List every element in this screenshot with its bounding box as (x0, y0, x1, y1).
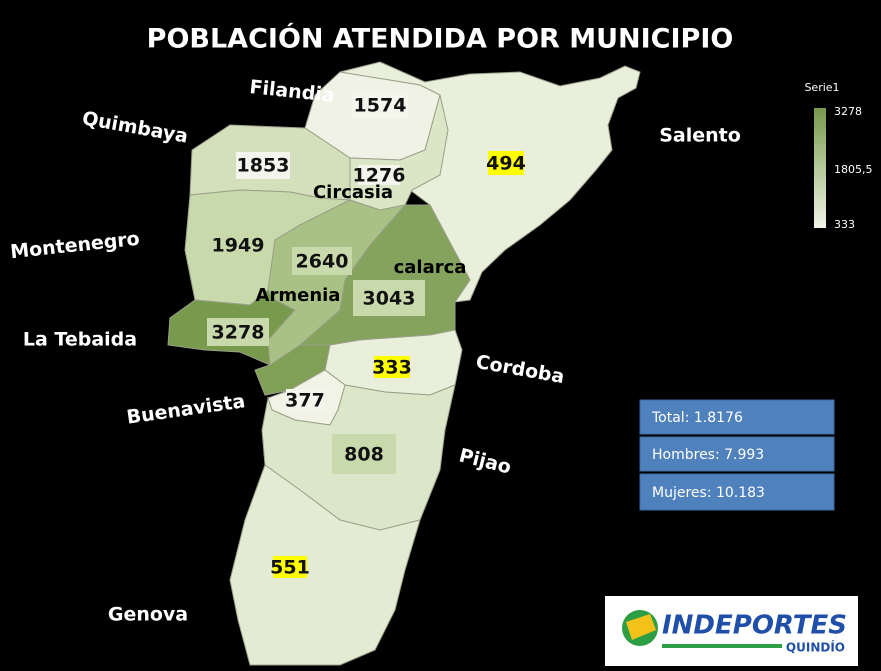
value: 551 (270, 557, 310, 579)
name: La Tebaida (23, 329, 137, 351)
value: 3278 (212, 322, 265, 344)
stat-box (639, 473, 835, 511)
stat: Mujeres: 10.183 (652, 485, 765, 501)
value: 333 (372, 357, 412, 379)
value: 1949 (212, 235, 265, 257)
region-genova (229, 464, 421, 666)
value-box (374, 356, 410, 378)
value-box (358, 165, 400, 185)
logo-subtext: QUINDÍO (786, 640, 845, 655)
value: 2640 (296, 251, 349, 273)
name: Salento (659, 125, 741, 147)
value-box (352, 92, 408, 118)
name: calarca (394, 257, 467, 278)
value-box (207, 318, 269, 346)
legend-title: Serie1 (804, 81, 839, 94)
value: 377 (285, 390, 325, 412)
title: POBLACIÓN ATENDIDA POR MUNICIPIO (147, 23, 734, 55)
stat-box (639, 436, 835, 472)
stat: Total: 1.8176 (651, 410, 743, 426)
value: 1853 (237, 155, 290, 177)
value: 1574 (354, 95, 407, 117)
value-box (488, 151, 524, 175)
value: 494 (486, 153, 526, 175)
logo-icon (626, 614, 656, 640)
legend-scale (814, 108, 826, 228)
name: Genova (108, 604, 188, 626)
value-box (236, 152, 290, 179)
legend-label: 3278 (834, 105, 862, 118)
value-box (292, 247, 352, 275)
name: Circasia (313, 182, 393, 203)
legend-label: 1805,5 (834, 163, 873, 176)
stat-box (639, 399, 835, 435)
logo-text: INDEPORTES (662, 611, 847, 641)
value: 3043 (363, 288, 416, 310)
logo-stripe (662, 644, 782, 648)
value-box (353, 280, 425, 316)
value-box (332, 434, 396, 474)
value-box (210, 232, 266, 259)
stat: Hombres: 7.993 (652, 447, 764, 463)
value-box (273, 556, 307, 578)
legend-label: 333 (834, 218, 855, 231)
value: 1276 (353, 165, 406, 187)
name: Armenia (256, 285, 341, 306)
value: 808 (344, 444, 384, 466)
value-box (286, 389, 324, 411)
